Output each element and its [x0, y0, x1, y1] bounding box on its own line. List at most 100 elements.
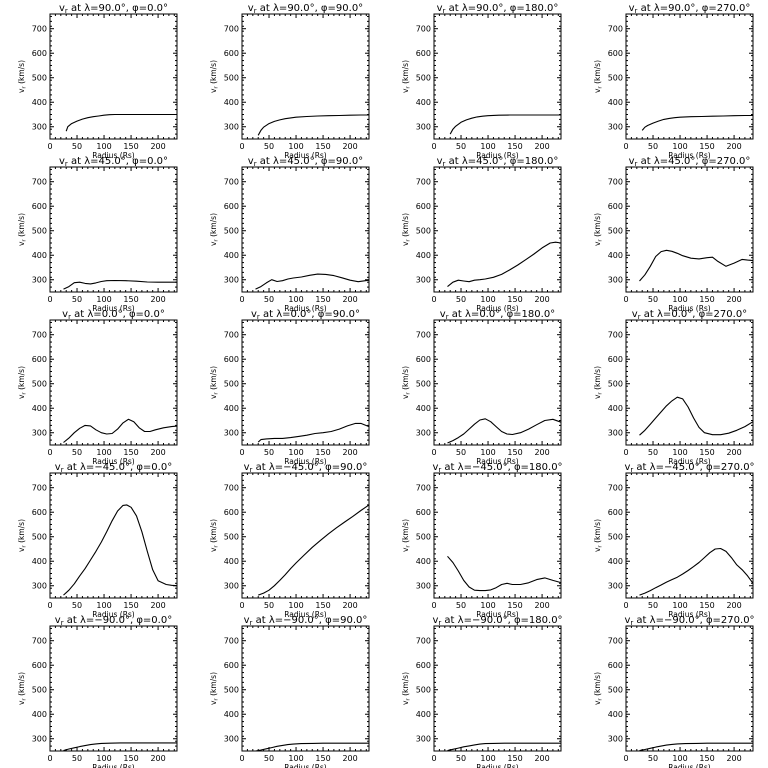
x-axis-label: Radius (Rs): [92, 457, 135, 466]
y-tick-label: 400: [608, 404, 623, 413]
title-rest: at λ=−45.0°, φ=90.0°: [252, 462, 367, 473]
x-tick-label: 200: [534, 142, 549, 151]
ylabel-var: v: [209, 241, 218, 246]
y-tick-label: 500: [416, 227, 431, 236]
x-tick-label: 100: [480, 754, 495, 763]
y-axis-label: vr (km/s): [17, 366, 28, 399]
y-tick-label: 600: [608, 202, 623, 211]
y-axis-label: vr (km/s): [593, 672, 604, 705]
title-rest: at λ=90.0°, φ=90.0°: [257, 3, 364, 14]
ylabel-rest: (km/s): [17, 60, 26, 86]
x-tick-label: 50: [264, 295, 274, 304]
ylabel-var: v: [17, 547, 26, 552]
title-rest: at λ=−90.0°, φ=180.0°: [441, 615, 562, 626]
x-axis-label: Radius (Rs): [668, 457, 711, 466]
x-tick-label: 100: [288, 142, 303, 151]
title-var: v: [55, 615, 61, 626]
x-axis-label: Radius (Rs): [476, 304, 519, 313]
ylabel-rest: (km/s): [209, 213, 218, 239]
panel-12: vr at λ=0.0°, φ=270.0°0 50 100 150 200300400…: [593, 309, 754, 466]
x-tick-label: 100: [480, 448, 495, 457]
y-tick-label: 700: [32, 331, 47, 340]
y-tick-label: 400: [224, 251, 239, 260]
plot-frame: [625, 319, 754, 446]
y-tick-label: 400: [416, 98, 431, 107]
panel-20: vr at λ=−90.0°, φ=270.0°0 50 100 150 2003004…: [593, 615, 755, 768]
x-axis-label: Radius (Rs): [668, 763, 711, 768]
title-rest: at λ=90.0°, φ=180.0°: [445, 3, 558, 14]
ylabel-var: v: [401, 88, 410, 93]
title-subscript: r: [61, 466, 64, 474]
y-tick-label: 600: [416, 49, 431, 58]
x-tick-label: 150: [315, 142, 330, 151]
ylabel-rest: (km/s): [17, 366, 26, 392]
x-axis-label: Radius (Rs): [92, 151, 135, 160]
y-tick-label: 300: [608, 582, 623, 591]
x-tick-label: 200: [342, 295, 357, 304]
y-axis-label: vr (km/s): [17, 519, 28, 552]
x-tick-label: 50: [648, 295, 658, 304]
panel-title: vr at λ=0.0°, φ=180.0°: [440, 309, 555, 321]
x-tick-label: 200: [342, 142, 357, 151]
ylabel-subscript: r: [598, 86, 604, 89]
x-tick-label: 100: [96, 754, 111, 763]
y-tick-label: 300: [224, 429, 239, 438]
ylabel-rest: (km/s): [401, 60, 410, 86]
ylabel-var: v: [17, 394, 26, 399]
x-tick-label: 200: [726, 142, 741, 151]
y-axis-label: vr (km/s): [401, 672, 412, 705]
x-tick-label: 150: [315, 754, 330, 763]
y-tick-label: 600: [32, 508, 47, 517]
y-tick-label: 500: [416, 74, 431, 83]
ylabel-subscript: r: [598, 545, 604, 548]
y-tick-label: 500: [32, 533, 47, 542]
panel-title: vr at λ=−90.0°, φ=180.0°: [432, 615, 562, 627]
x-tick-label: 0: [47, 601, 52, 610]
title-var: v: [624, 615, 630, 626]
y-tick-label: 700: [608, 178, 623, 187]
plot-frame: [433, 472, 562, 599]
ylabel-subscript: r: [214, 545, 220, 548]
panel-title: vr at λ=45.0°, φ=0.0°: [59, 156, 168, 168]
panel-title: vr at λ=45.0°, φ=90.0°: [248, 156, 363, 168]
panel-title: vr at λ=90.0°, φ=180.0°: [437, 3, 559, 15]
y-tick-label: 700: [608, 484, 623, 493]
vr-curve: [639, 396, 754, 436]
x-tick-label: 150: [507, 448, 522, 457]
panel-title: vr at λ=0.0°, φ=270.0°: [632, 309, 747, 321]
x-axis-label: Radius (Rs): [668, 304, 711, 313]
y-tick-label: 700: [224, 178, 239, 187]
panel-18: vr at λ=−90.0°, φ=90.0°0 50 100 150 20030040…: [209, 615, 370, 768]
ylabel-subscript: r: [406, 392, 412, 395]
ylabel-rest: (km/s): [209, 60, 218, 86]
plot-frame: [433, 319, 562, 446]
y-axis-label: vr (km/s): [593, 60, 604, 93]
y-axis-label: vr (km/s): [209, 519, 220, 552]
y-tick-label: 600: [608, 661, 623, 670]
x-axis-label: Radius (Rs): [284, 610, 327, 619]
y-tick-label: 400: [224, 557, 239, 566]
y-axis-label: vr (km/s): [401, 213, 412, 246]
ylabel-subscript: r: [22, 239, 28, 242]
plot-frame: [433, 13, 562, 140]
panel-19: vr at λ=−90.0°, φ=180.0°0 50 100 150 2003004…: [401, 615, 563, 768]
panel-title: vr at λ=−45.0°, φ=180.0°: [432, 462, 562, 474]
vr-curve: [255, 273, 370, 290]
vr-curve: [65, 113, 177, 132]
ylabel-var: v: [401, 394, 410, 399]
y-tick-label: 500: [32, 686, 47, 695]
panel-title: vr at λ=−90.0°, φ=90.0°: [244, 615, 368, 627]
x-tick-label: 50: [456, 295, 466, 304]
y-tick-label: 700: [416, 484, 431, 493]
y-tick-label: 300: [608, 735, 623, 744]
x-tick-label: 50: [648, 142, 658, 151]
x-tick-label: 50: [264, 448, 274, 457]
y-tick-label: 600: [608, 355, 623, 364]
ylabel-var: v: [209, 700, 218, 705]
y-tick-label: 400: [32, 710, 47, 719]
y-tick-label: 500: [32, 380, 47, 389]
ylabel-subscript: r: [406, 698, 412, 701]
title-subscript: r: [257, 313, 260, 321]
vr-curve: [447, 241, 562, 288]
y-tick-label: 300: [416, 429, 431, 438]
